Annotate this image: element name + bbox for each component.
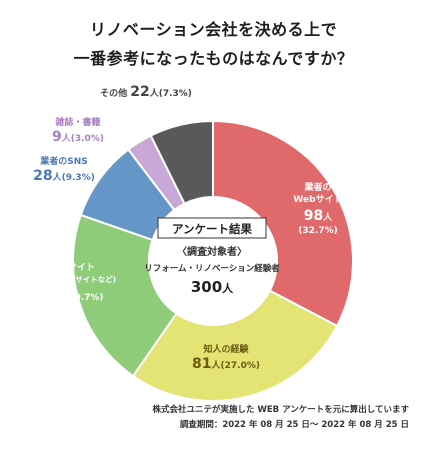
slice-kuchikomi (72, 213, 178, 378)
label-friend-value: 81人(27.0%) (192, 356, 260, 372)
label-web-name: Webサイト (293, 194, 342, 205)
label-other: その他 22人(7.3%) (100, 84, 192, 100)
label-web-value: 98人 (304, 208, 333, 224)
label-web-percent: (32.7%) (298, 226, 337, 236)
chart-title-line2: 一番参考になったものはなんですか？ (73, 49, 354, 68)
label-sns-name: 業者のSNS (39, 155, 88, 167)
footer-note: 株式会社ユニテが実施した WEB アンケートを元に算出しています (152, 405, 410, 415)
label-kuchikomi-name: 口コミサイト (41, 262, 95, 273)
center-badge-text: アンケート結果 (172, 222, 253, 236)
label-kuchikomi-name: (Googleまとめサイトなど) (20, 274, 116, 284)
label-magazine-name: 雑誌・書籍 (54, 116, 100, 128)
label-friend-name: 知人の経験 (202, 343, 249, 355)
slice-web (212, 119, 354, 328)
slice-other (149, 119, 214, 206)
label-kuchikomi-value: 62人 (20.7%) (32, 288, 103, 304)
label-sns-value: 28人(9.3%) (33, 168, 95, 184)
center-subtitle: 〈調査対象者〉 (177, 245, 247, 258)
center-total: 300人 (191, 278, 234, 296)
center-total-unit: 人 (222, 281, 234, 295)
label-magazine-value: 9人(3.0%) (52, 129, 104, 145)
center-target: リフォーム・リノベーション経験者 (144, 263, 280, 274)
survey-period: 調査期間：2022 年 08 月 25 日〜 2022 年 08 月 25 日 (179, 420, 409, 430)
chart-title-line1: リノベーション会社を決める上で (89, 20, 338, 39)
slice-friend (131, 289, 339, 402)
label-web-name: 業者の (303, 181, 331, 193)
center-total-number: 300 (191, 278, 222, 296)
center-badge-box (157, 217, 267, 239)
